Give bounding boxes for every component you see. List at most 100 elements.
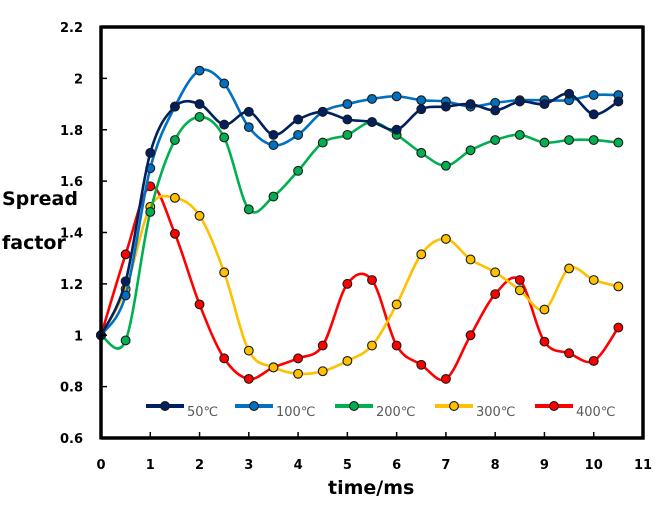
data-point [194,65,205,76]
data-point [367,275,377,285]
y-axis-title-line-2: factor [2,232,66,254]
data-point [490,289,501,300]
y-tick-label: 1.6 [60,175,83,190]
legend-swatch-marker [160,401,170,411]
data-point [317,137,328,148]
y-tick-label: 1 [74,329,83,344]
data-point [564,88,575,99]
data-point [465,99,476,110]
data-point [416,95,427,106]
data-point [465,145,476,156]
data-point [440,373,451,384]
data-point [194,210,205,221]
data-point [539,99,550,110]
data-point [342,278,353,289]
legend: 50℃ 100℃ 200℃ 300℃ 400℃ [146,401,615,420]
y-tick-label: 1.2 [60,278,83,293]
y-axis-title-line-1: Spread [2,188,78,210]
data-point [440,233,451,244]
data-point [514,96,525,107]
data-point [317,340,328,351]
legend-item: 200℃ [335,401,415,420]
y-axis-ticks: 0.6 0.8 1 1.2 1.4 1.6 1.8 2 2.2 [60,21,107,447]
data-point [440,160,451,171]
legend-label: 400℃ [576,405,615,420]
data-point [514,129,525,140]
legend-swatch-marker [349,401,359,411]
legend-item: 300℃ [435,401,515,420]
x-tick-label: 4 [294,458,303,473]
data-point [342,99,353,110]
series-50C [96,88,624,341]
data-point [243,345,254,356]
x-axis-title: time/ms [328,477,414,499]
y-tick-label: 1.4 [60,227,83,242]
data-point [219,78,230,89]
data-point [317,106,328,117]
data-point [514,285,525,296]
data-point [391,124,402,135]
data-point [219,132,230,143]
series-line [99,184,620,382]
data-point [268,140,279,151]
data-point [293,368,304,379]
data-point [293,114,304,125]
x-tick-label: 0 [96,458,105,473]
data-point [613,137,624,148]
series-line [99,92,620,336]
data-point [268,191,279,202]
data-point [588,135,599,145]
legend-item: 100℃ [235,401,315,420]
data-point [539,304,550,315]
data-point [194,299,205,310]
data-point [588,275,599,285]
data-point [416,359,427,370]
data-point [391,340,402,351]
data-point [564,348,575,359]
data-point [416,104,427,115]
x-tick-label: 1 [146,458,155,473]
y-tick-label: 1.8 [60,124,83,139]
data-point [613,96,624,107]
plot-frame [99,25,645,440]
data-point [367,93,377,104]
data-point [490,135,501,145]
x-axis-ticks: 0 1 2 3 4 5 6 7 8 9 10 11 [96,432,652,473]
data-point [613,281,624,292]
data-point [120,249,131,260]
data-point [120,276,131,287]
series-line [99,194,619,376]
legend-label: 50℃ [187,405,218,420]
data-point [416,147,427,158]
data-point [169,228,180,239]
legend-swatch-marker [449,401,459,411]
x-tick-label: 3 [244,458,253,473]
data-point [564,135,575,145]
y-tick-label: 0.6 [60,432,83,447]
data-point [342,129,353,140]
data-point [120,335,131,346]
data-point [169,135,180,145]
y-tick-label: 2.2 [60,21,83,36]
data-point [145,207,156,217]
data-point [194,111,205,122]
data-point [243,122,254,133]
data-point [391,299,402,310]
series-200C [96,111,624,350]
data-point [219,353,230,364]
data-point [342,355,353,366]
legend-swatch-marker [549,401,559,411]
data-point [342,114,353,125]
data-point [145,147,156,158]
data-point [293,165,304,176]
legend-label: 200℃ [376,405,415,420]
data-point [243,373,254,384]
x-tick-label: 8 [491,458,500,473]
data-point [293,353,304,364]
data-point [169,101,180,112]
data-point [588,90,599,101]
data-point [268,129,279,140]
legend-label: 300℃ [476,405,515,420]
legend-item: 400℃ [535,401,615,420]
y-tick-label: 2 [74,72,83,87]
